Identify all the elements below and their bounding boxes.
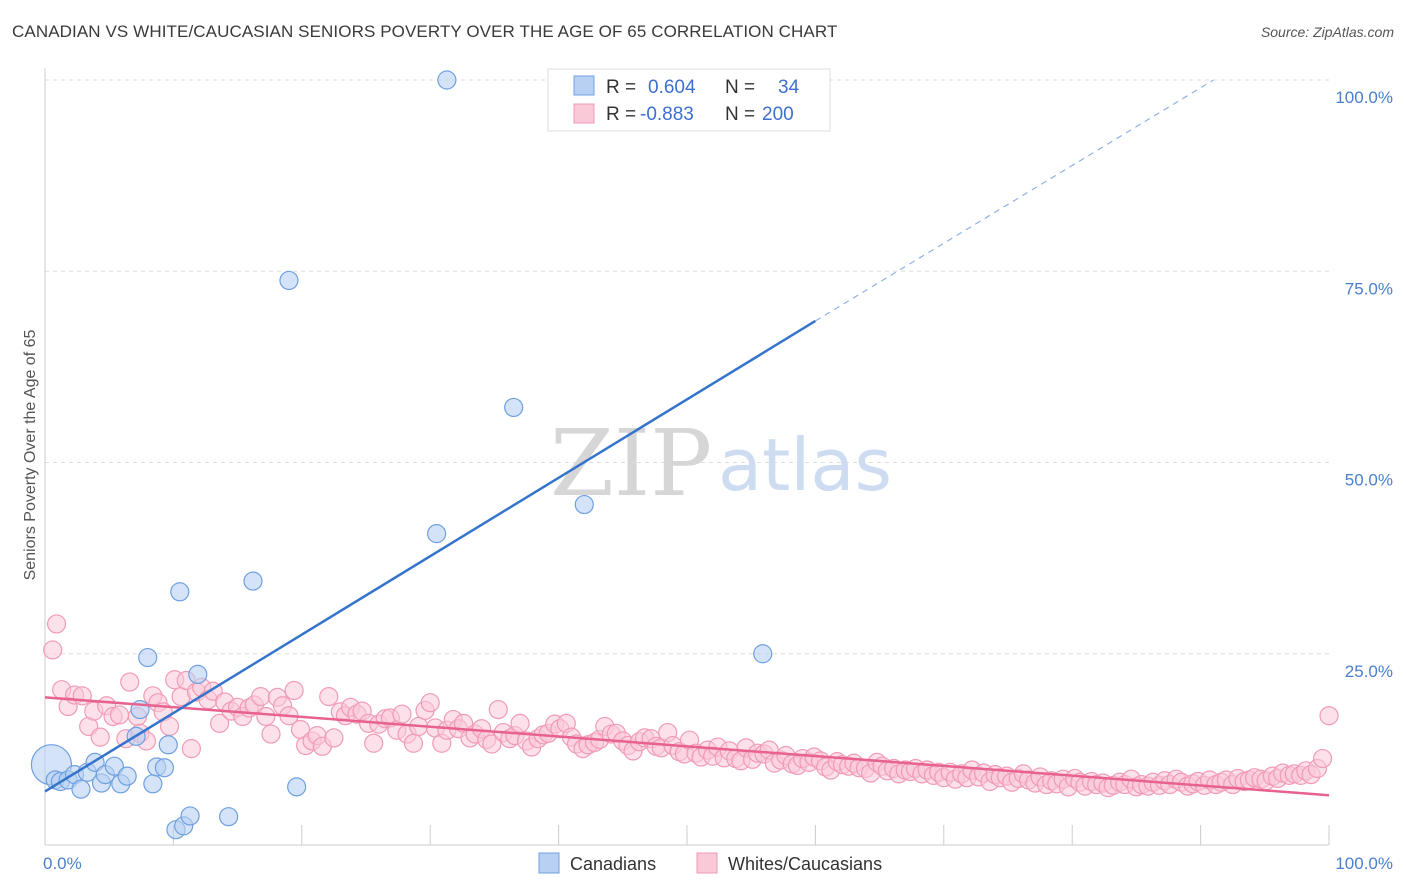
point-canadians-26 [243,571,263,591]
series-canadians-points [30,70,773,840]
bottom-legend-swatch-whites [696,852,718,874]
legend-r-value-0: 0.604 [648,77,696,98]
legend-swatch-whites [573,103,595,124]
point-canadians-32 [574,494,594,515]
point-canadians-23 [188,664,208,685]
point-whites-29 [210,713,230,733]
point-whites-77 [482,734,502,754]
y-tick-label-0: 25.0% [1345,662,1393,681]
watermark-zip: ZIP [550,410,712,517]
point-canadians-28 [287,777,307,797]
point-whites-49 [324,728,344,748]
bottom-legend-swatch-canadians [538,852,560,874]
point-whites-24 [181,739,201,759]
point-whites-66 [420,693,440,713]
legend-r-label-1: R = [606,104,636,125]
point-canadians-16 [143,774,163,794]
tick-labels: 25.0% 50.0% 75.0% 100.0% 0.0% 100.0% [43,88,1393,873]
point-whites-36 [251,686,271,707]
point-whites-0 [43,640,63,660]
point-whites-225 [1319,706,1339,726]
point-canadians-29 [427,524,447,544]
point-whites-38 [261,724,281,744]
grid-lines [45,79,1329,655]
point-whites-13 [120,672,140,692]
point-canadians-30 [437,70,457,90]
legend-n-value-0: 34 [778,77,800,98]
trend-line-canadians [44,319,817,793]
trend-line-canadians-extension [815,79,1214,322]
trend-lines [44,79,1330,797]
legend-n-value-1: 200 [762,104,794,125]
point-whites-56 [364,733,384,753]
point-whites-37 [256,706,276,727]
point-whites-82 [510,713,530,733]
bottom-legend-canadians: Canadians [570,854,656,874]
legend: R = 0.604 N = 34 R = -0.883 N = 200 [547,68,831,132]
y-tick-label-2: 75.0% [1345,279,1393,298]
y-tick-label-3: 100.0% [1335,88,1393,107]
point-canadians-31 [504,397,524,418]
point-canadians-27 [279,270,299,291]
y-axis-label: Seniors Poverty Over the Age of 65 [22,330,39,581]
point-canadians-33 [753,644,773,664]
point-canadians-15 [138,647,158,668]
point-whites-48 [319,686,339,707]
point-whites-63 [403,733,424,753]
point-whites-5 [72,686,92,706]
point-canadians-24 [180,806,200,826]
legend-swatch-canadians [573,75,595,96]
point-whites-61 [392,704,412,724]
axes [44,68,1330,846]
legend-n-label-0: N = [725,77,755,98]
y-tick-label-1: 50.0% [1345,471,1393,490]
trend-line-whites [44,696,1330,797]
watermark-atlas: atlas [718,423,892,507]
point-canadians-5 [71,779,91,799]
point-canadians-21 [170,582,190,602]
point-whites-42 [284,680,304,701]
point-canadians-10 [104,756,124,776]
point-canadians-25 [219,807,239,827]
point-whites-78 [488,699,508,720]
point-canadians-18 [154,758,175,778]
source-label: Source: ZipAtlas.com [1260,24,1394,40]
legend-r-value-1: -0.883 [640,104,694,125]
point-whites-224 [1312,748,1333,769]
legend-r-label-0: R = [606,77,636,98]
point-whites-11 [109,705,130,725]
series-whites-points [43,614,1339,798]
point-canadians-19 [158,735,178,755]
bottom-legend-whites: Whites/Caucasians [728,854,882,874]
bottom-legend: Canadians Whites/Caucasians [538,852,882,874]
chart-title: CANADIAN VS WHITE/CAUCASIAN SENIORS POVE… [12,22,838,41]
x-tick-label-0: 0.0% [43,854,82,873]
point-canadians-12 [117,766,137,786]
point-whites-1 [46,614,67,634]
x-tick-label-1: 100.0% [1335,854,1393,873]
legend-n-label-1: N = [725,104,755,125]
point-whites-8 [90,727,110,747]
